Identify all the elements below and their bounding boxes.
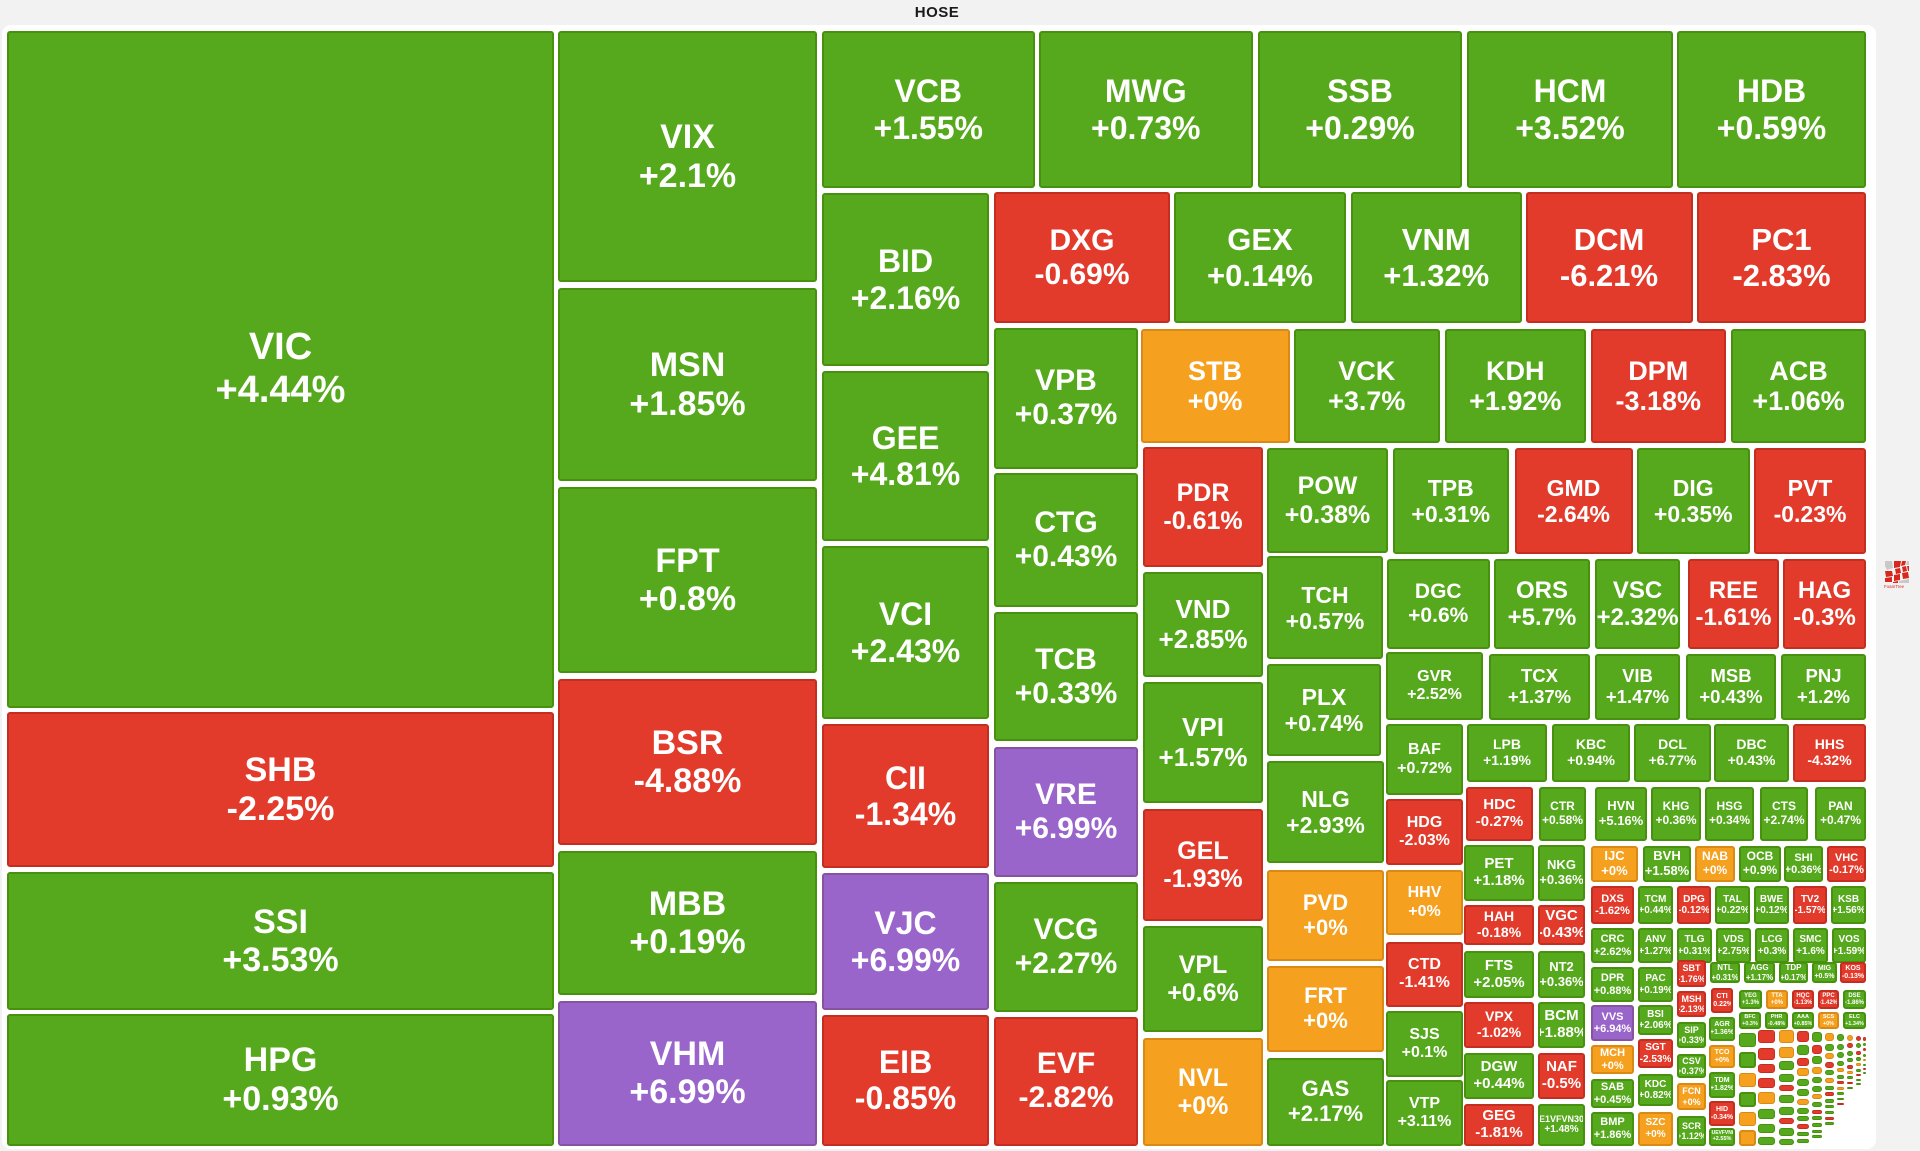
svg-text:FoamTree: FoamTree xyxy=(1884,584,1905,589)
